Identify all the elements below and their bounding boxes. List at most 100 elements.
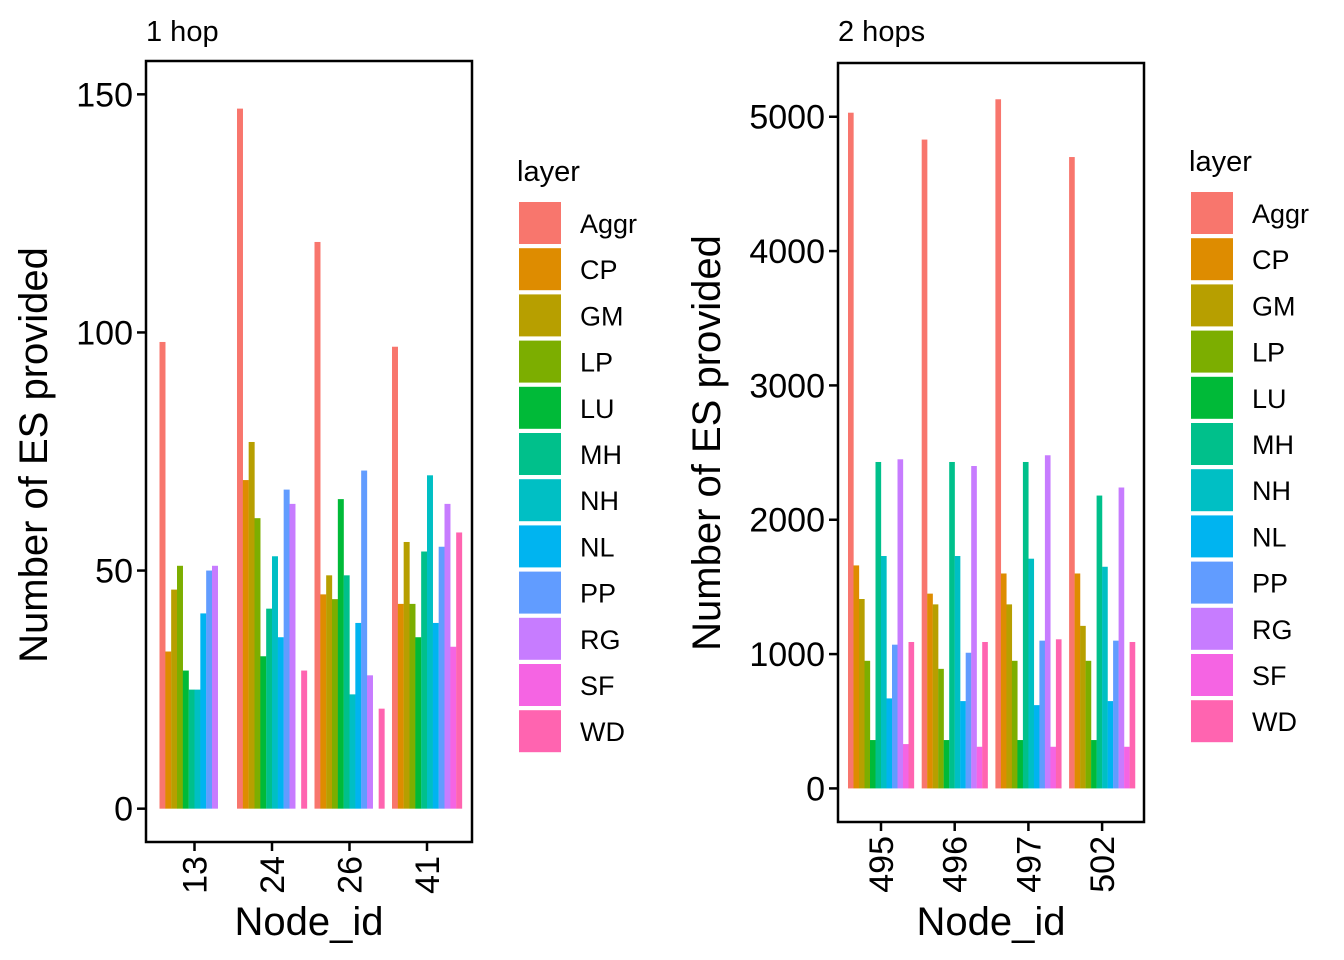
legend-key-MH <box>1191 423 1233 465</box>
x-tick-label: 495 <box>863 836 901 893</box>
legend-label-MH: MH <box>580 440 622 470</box>
bar-GM-495 <box>859 599 865 789</box>
legend-key-NH <box>519 479 561 522</box>
legend-key-PP <box>519 571 561 614</box>
bar-NL-502 <box>1107 701 1114 789</box>
x-tick-label: 502 <box>1084 836 1122 893</box>
legend-label-MH: MH <box>1252 430 1294 460</box>
bar-NH-502 <box>1102 566 1108 789</box>
bar-NL-13 <box>200 613 207 809</box>
bar-RG-495 <box>897 459 904 789</box>
legend-label-GM: GM <box>1252 291 1296 321</box>
bar-Aggr-495 <box>848 112 854 789</box>
legend: layer Aggr CP GM LP LU MH NH NL PP RG SF WD <box>517 156 637 753</box>
bar-Aggr-26 <box>314 241 321 809</box>
bar-RG-497 <box>1044 455 1051 789</box>
legend-label-WD: WD <box>580 717 625 747</box>
bar-RG-26 <box>367 675 373 809</box>
bar-LP-13 <box>177 565 183 809</box>
bar-NH-41 <box>427 475 433 809</box>
bar-WD-24 <box>301 670 308 809</box>
bar-LU-26 <box>337 499 344 809</box>
legend: layer Aggr CP GM LP LU MH NH NL PP RG SF WD <box>1189 146 1309 743</box>
x-tick-label: 497 <box>1010 836 1048 893</box>
legend-key-Aggr <box>1191 192 1233 234</box>
legend-key-LU <box>1191 376 1233 419</box>
legend-label-PP: PP <box>580 579 616 609</box>
bar-WD-496 <box>982 641 988 789</box>
bar-CP-41 <box>397 603 404 809</box>
y-tick-label: 5000 <box>749 99 825 137</box>
bar-LP-24 <box>254 518 261 809</box>
bar-MH-13 <box>188 689 195 809</box>
bar-CP-24 <box>242 480 249 809</box>
bar-SF-502 <box>1124 746 1130 789</box>
bar-NL-24 <box>277 637 284 809</box>
bar-SF-41 <box>450 646 457 809</box>
bar-CP-26 <box>320 594 327 809</box>
legend-title: layer <box>1189 146 1252 178</box>
bar-NH-496 <box>954 556 961 789</box>
legend-key-MH <box>519 433 561 475</box>
legend-key-GM <box>1191 284 1233 327</box>
bar-Aggr-41 <box>392 346 398 809</box>
plot-area <box>836 61 1146 824</box>
legend-key-GM <box>519 294 561 337</box>
y-axis: 0 1000 2000 3000 4000 5000 <box>749 99 838 808</box>
bar-MH-502 <box>1096 495 1103 789</box>
x-axis-label: Node_id <box>916 900 1065 944</box>
legend-label-SF: SF <box>1252 661 1287 691</box>
legend-key-Aggr <box>519 202 561 244</box>
legend-key-NL <box>1191 515 1233 558</box>
legend-label-LU: LU <box>580 394 615 424</box>
bar-RG-496 <box>971 466 977 789</box>
bar-WD-41 <box>456 532 463 809</box>
bar-NH-495 <box>881 556 887 789</box>
legend-label-Aggr: Aggr <box>580 209 637 239</box>
bar-GM-26 <box>326 575 333 809</box>
bar-PP-26 <box>361 470 368 809</box>
bar-LU-495 <box>870 740 876 789</box>
bar-LP-495 <box>864 660 871 789</box>
bar-GM-496 <box>932 604 939 789</box>
legend-label-CP: CP <box>580 255 618 285</box>
bar-GM-13 <box>171 589 178 809</box>
bar-RG-13 <box>212 565 218 809</box>
bar-NH-24 <box>272 556 278 809</box>
bar-RG-41 <box>444 503 451 809</box>
bar-CP-502 <box>1074 573 1081 789</box>
bar-GM-497 <box>1006 604 1013 789</box>
legend-label-GM: GM <box>580 301 624 331</box>
y-axis-label: Number of ES provided <box>12 247 56 663</box>
x-tick-label: 26 <box>332 856 370 894</box>
bar-LU-497 <box>1017 740 1024 789</box>
bars-group <box>159 108 463 809</box>
x-axis: 495 496 497 502 <box>863 822 1122 893</box>
legend-label-LP: LP <box>1252 338 1285 368</box>
legend-label-RG: RG <box>1252 615 1293 645</box>
bar-GM-41 <box>403 541 410 809</box>
x-tick-label: 24 <box>254 856 292 894</box>
chart-panel-2-hops: 2 hops 0 1000 2000 3000 4000 5000 495 496 497 50… <box>685 16 1309 944</box>
bar-CP-497 <box>1000 573 1007 789</box>
bar-PP-502 <box>1113 640 1119 789</box>
legend-key-CP <box>519 248 561 291</box>
bar-NL-495 <box>886 698 893 789</box>
bar-Aggr-497 <box>995 99 1002 789</box>
bar-NL-496 <box>960 701 966 789</box>
legend-label-Aggr: Aggr <box>1252 199 1309 229</box>
bar-LP-26 <box>332 599 338 809</box>
bar-SF-496 <box>976 746 983 789</box>
y-tick-label: 3000 <box>749 367 825 405</box>
bar-PP-24 <box>283 489 290 809</box>
bar-MH-24 <box>266 608 273 809</box>
bar-WD-497 <box>1055 639 1062 789</box>
bars-group <box>848 99 1136 789</box>
bar-RG-502 <box>1118 487 1125 789</box>
x-tick-label: 496 <box>937 836 975 893</box>
legend-key-WD <box>519 710 561 753</box>
legend-label-LP: LP <box>580 348 613 378</box>
chart-title: 2 hops <box>838 16 925 48</box>
bar-CP-496 <box>927 593 933 789</box>
